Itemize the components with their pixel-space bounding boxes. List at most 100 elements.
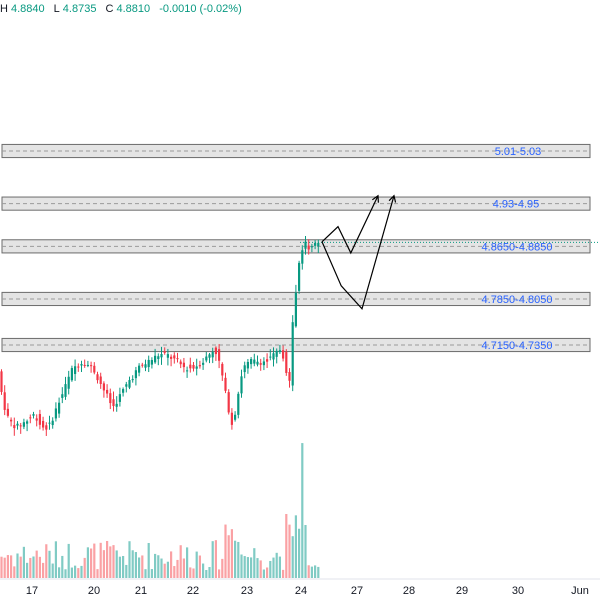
candle-body <box>38 414 41 425</box>
candle-body <box>294 292 297 327</box>
candle-body <box>90 365 93 367</box>
candle-body <box>80 364 83 366</box>
volume-bar <box>205 569 208 578</box>
volume-bar <box>189 567 192 578</box>
candle-body <box>45 425 48 430</box>
high-value: H 4.8840 <box>0 3 45 15</box>
x-tick-label: 24 <box>295 585 307 597</box>
volume-bar <box>218 569 221 578</box>
volume-bar <box>214 540 217 578</box>
zone-label: 4.93-4.95 <box>493 199 539 211</box>
volume-bar <box>282 569 285 578</box>
volume-bar <box>288 524 291 578</box>
candle-body <box>6 408 9 416</box>
candle-body <box>221 363 224 376</box>
candle-body <box>304 241 307 249</box>
candle-body <box>278 350 281 353</box>
volume-bar <box>186 547 189 578</box>
candle-body <box>170 356 173 359</box>
volume-bar <box>192 568 195 578</box>
candle-body <box>246 361 249 369</box>
volume-bar <box>19 556 22 578</box>
candle-body <box>288 372 291 381</box>
volume-bar <box>202 563 205 578</box>
candle-body <box>99 376 102 385</box>
volume-bar <box>211 541 214 578</box>
candle-body <box>298 262 301 291</box>
candle-body <box>64 384 67 397</box>
volume-bar <box>221 558 224 578</box>
x-tick-label: 17 <box>26 585 38 597</box>
projection-arrowhead <box>371 194 379 203</box>
candle-body <box>48 422 51 424</box>
x-tick-label: 20 <box>88 585 100 597</box>
candle-body <box>253 359 256 364</box>
volume-bar <box>307 565 310 578</box>
candle-body <box>141 364 144 366</box>
zone-label: 4.7150-4.7350 <box>482 340 553 352</box>
candle-body <box>26 421 29 424</box>
candle-body <box>218 349 221 361</box>
volume-bar <box>54 541 57 578</box>
volume-bar <box>131 550 134 578</box>
volume-bar <box>118 556 121 578</box>
volume-bar <box>45 544 48 578</box>
volume-bar <box>314 565 317 578</box>
candle-body <box>301 250 304 264</box>
volume-bar <box>122 555 125 578</box>
candle-body <box>67 376 70 389</box>
candle-body <box>96 374 99 381</box>
volume-bar <box>10 555 13 578</box>
candle-body <box>138 365 141 373</box>
volume-bar <box>115 550 118 578</box>
volume-bar <box>93 543 96 578</box>
candle-body <box>317 242 320 247</box>
volume-bar <box>32 556 35 578</box>
volume-bar <box>195 551 198 578</box>
volume-bar <box>230 529 233 578</box>
volume-bar <box>317 566 320 578</box>
volume-bar <box>176 559 179 578</box>
candle-body <box>54 408 57 419</box>
candle-body <box>22 422 25 427</box>
candle-body <box>150 360 153 365</box>
projection-layer <box>321 194 397 311</box>
candle-body <box>176 358 179 360</box>
volume-bar <box>6 555 9 578</box>
candle-body <box>154 355 157 363</box>
candle-body <box>195 366 198 369</box>
candle-body <box>13 425 16 429</box>
candle-body <box>86 364 89 366</box>
candle-body <box>192 364 195 369</box>
candle-body <box>262 361 265 366</box>
volume-bar <box>154 553 157 578</box>
candle-body <box>51 420 54 426</box>
candle-body <box>134 370 137 379</box>
candle-body <box>112 399 115 407</box>
candle-body <box>115 403 118 407</box>
candle-body <box>61 394 64 398</box>
volume-bar <box>80 565 83 578</box>
candle-layer <box>0 236 320 436</box>
low-value: L 4.8735 <box>53 3 97 15</box>
volume-bars <box>0 443 320 578</box>
candle-body <box>160 354 163 358</box>
candle-body <box>285 352 288 373</box>
volume-bar <box>29 557 32 578</box>
candle-body <box>3 392 6 410</box>
candle-body <box>16 423 19 426</box>
candle-body <box>35 418 38 421</box>
change-value: -0.0010 (-0.02%) <box>159 3 242 15</box>
x-tick-label: 22 <box>187 585 199 597</box>
x-tick-label: 23 <box>241 585 253 597</box>
volume-bar <box>67 543 70 578</box>
volume-bar <box>237 541 240 578</box>
candle-body <box>77 366 80 368</box>
candle-body <box>266 359 269 362</box>
volume-bar <box>61 555 64 578</box>
zone-label: 4.7850-4.8050 <box>482 294 553 306</box>
volume-bar <box>70 567 73 578</box>
volume-bar <box>166 561 169 578</box>
volume-bar <box>157 555 160 578</box>
